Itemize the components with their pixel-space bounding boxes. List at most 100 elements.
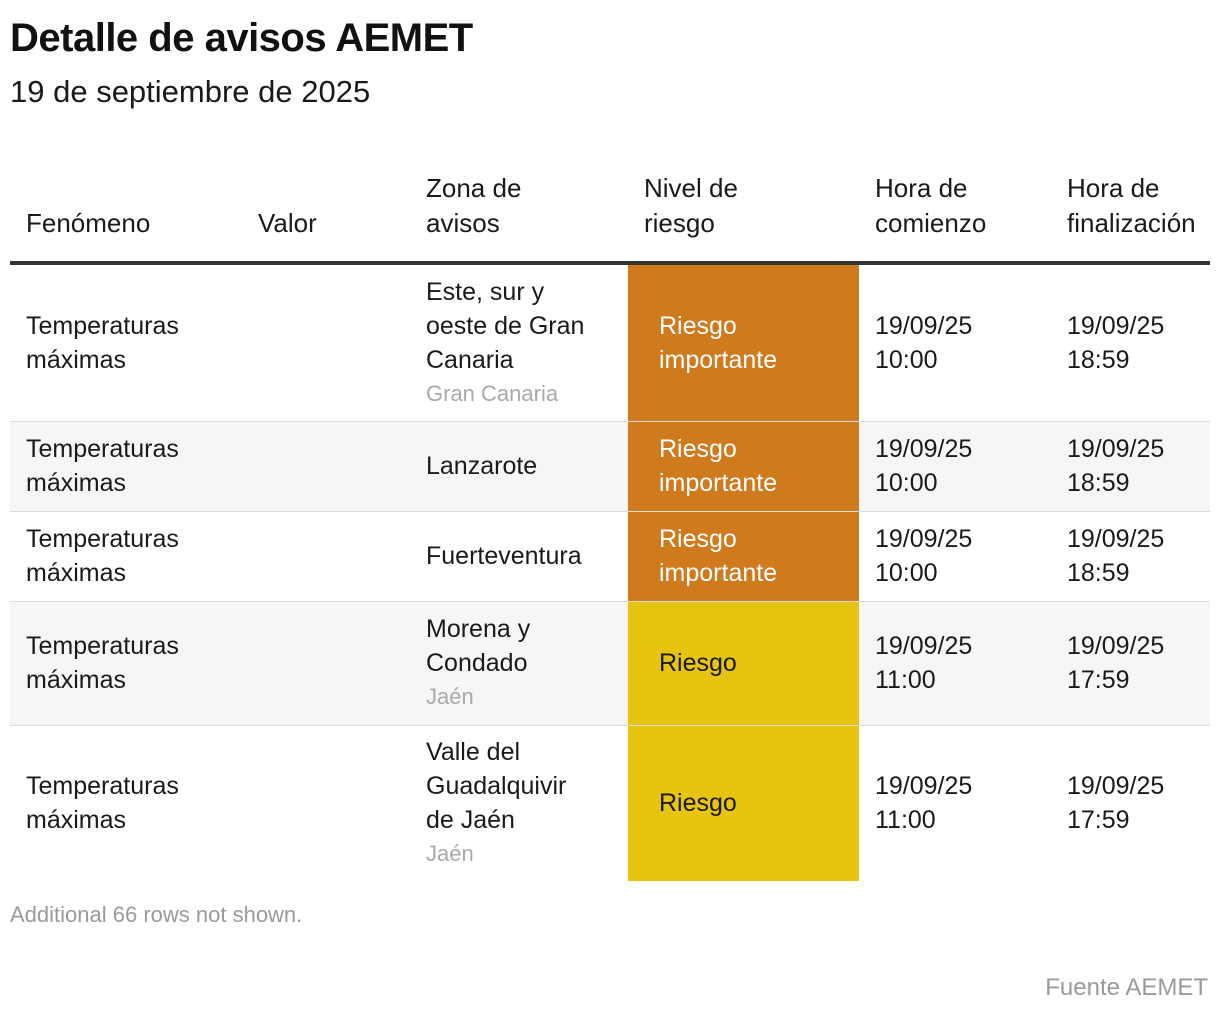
cell-line: 18:59: [1067, 345, 1130, 374]
table-row: Temperaturas máximas Este, sur y oeste de G…: [10, 263, 1210, 421]
cell-line: 10:00: [875, 469, 938, 497]
cell-comienzo: 19/09/25 10:00: [859, 511, 1051, 601]
cell-line: máximas: [26, 806, 127, 835]
cell-line: Temperaturas: [26, 632, 179, 660]
cell-line: 19/09/25: [875, 311, 973, 340]
cell-line: Riesgo: [659, 525, 737, 553]
page-subtitle: 19 de septiembre de 2025: [10, 74, 371, 109]
cell-line: Guadalquivir: [426, 772, 567, 801]
cell-line: máximas: [26, 559, 127, 587]
cell-line: 11:00: [875, 806, 936, 835]
cell-valor: [242, 725, 410, 881]
cell-line: 10:00: [875, 345, 938, 374]
cell-fenomeno: Temperaturas máximas: [10, 511, 242, 601]
column-header-line: avisos: [426, 208, 500, 238]
table-row: Temperaturas máximas Fuerteventura Riesgo im…: [10, 511, 1210, 601]
cell-line: Riesgo: [659, 311, 737, 340]
cell-line: Este, sur y: [426, 277, 545, 306]
cell-line: importante: [659, 345, 778, 374]
cell-valor: [242, 263, 410, 421]
cell-line: Lanzarote: [426, 452, 538, 480]
cell-line: Temperaturas: [26, 525, 179, 553]
source-credit: Fuente AEMET: [1045, 974, 1208, 1001]
cell-line: oeste de Gran: [426, 311, 585, 340]
cell-line: 17:59: [1067, 666, 1130, 694]
cell-comienzo: 19/09/25 11:00: [859, 601, 1051, 725]
cell-line: Temperaturas: [26, 311, 179, 340]
cell-zona: Este, sur y oeste de Gran Canaria Gran Cana…: [410, 263, 628, 421]
cell-line: importante: [659, 559, 778, 587]
cell-comienzo: 19/09/25 11:00: [859, 725, 1051, 881]
cell-fenomeno: Temperaturas máximas: [10, 421, 242, 511]
cell-fin: 19/09/25 18:59: [1051, 263, 1210, 421]
cell-line: 19/09/25: [1067, 435, 1165, 463]
zone-region: Jaén: [426, 841, 474, 867]
page-title: Detalle de avisos AEMET: [10, 16, 473, 60]
column-header-line: Valor: [258, 208, 317, 238]
cell-fin: 19/09/25 18:59: [1051, 421, 1210, 511]
cell-line: Canaria: [426, 345, 514, 374]
cell-line: 19/09/25: [1067, 632, 1165, 660]
cell-line: Fuerteventura: [426, 542, 582, 570]
cell-line: 17:59: [1067, 806, 1130, 835]
cell-line: Morena y: [426, 615, 531, 643]
table-row: Temperaturas máximas Morena y Condado Jaén Ri…: [10, 601, 1210, 725]
cell-line: 19/09/25: [1067, 525, 1165, 553]
column-header-line: Zona de: [426, 173, 522, 203]
cell-line: 19/09/25: [875, 772, 973, 801]
cell-line: Condado: [426, 649, 528, 677]
cell-zona: Valle del Guadalquivir de Jaén Jaén: [410, 725, 628, 881]
cell-line: Temperaturas: [26, 772, 179, 801]
column-header-comienzo: Hora de comienzo: [859, 165, 1051, 263]
cell-fin: 19/09/25 17:59: [1051, 725, 1210, 881]
rows-not-shown-note: Additional 66 rows not shown.: [10, 902, 303, 927]
cell-zona: Fuerteventura: [410, 511, 628, 601]
cell-fin: 19/09/25 18:59: [1051, 511, 1210, 601]
cell-line: 18:59: [1067, 559, 1130, 587]
column-header-line: [26, 171, 242, 206]
cell-zona: Lanzarote: [410, 421, 628, 511]
column-header-line: Fenómeno: [26, 208, 151, 238]
cell-line: 19/09/25: [1067, 772, 1165, 801]
cell-valor: [242, 601, 410, 725]
cell-zona: Morena y Condado Jaén: [410, 601, 628, 725]
cell-valor: [242, 421, 410, 511]
column-header-nivel: Nivel de riesgo: [628, 165, 859, 263]
cell-line: 19/09/25: [875, 525, 973, 553]
cell-line: 19/09/25: [875, 435, 973, 463]
risk-level-cell: Riesgo importante: [628, 511, 859, 601]
cell-comienzo: 19/09/25 10:00: [859, 263, 1051, 421]
column-header-line: comienzo: [875, 208, 987, 238]
cell-line: Riesgo: [659, 435, 737, 463]
risk-level-cell: Riesgo importante: [628, 421, 859, 511]
column-header-fenomeno: Fenómeno: [10, 165, 242, 263]
warnings-table: Fenómeno Valor Zona de avisos Nivel de riesg…: [10, 165, 1210, 881]
cell-comienzo: 19/09/25 10:00: [859, 421, 1051, 511]
cell-line: máximas: [26, 345, 127, 374]
risk-level-cell: Riesgo importante: [628, 263, 859, 421]
cell-fenomeno: Temperaturas máximas: [10, 725, 242, 881]
zone-region: Jaén: [426, 684, 474, 709]
column-header-line: Hora de: [1067, 173, 1160, 203]
cell-line: Temperaturas: [26, 435, 179, 463]
cell-line: máximas: [26, 666, 127, 694]
zone-region: Gran Canaria: [426, 380, 559, 406]
cell-fenomeno: Temperaturas máximas: [10, 601, 242, 725]
column-header-line: finalización: [1067, 208, 1196, 238]
column-header-line: Nivel de: [644, 173, 738, 203]
column-header-fin: Hora de finalización: [1051, 165, 1210, 263]
risk-level-cell: Riesgo: [628, 601, 859, 725]
cell-line: 19/09/25: [1067, 311, 1165, 340]
cell-line: máximas: [26, 469, 127, 497]
column-header-line: Hora de: [875, 173, 968, 203]
cell-line: Valle del: [426, 738, 521, 767]
table-row: Temperaturas máximas Lanzarote Riesgo import…: [10, 421, 1210, 511]
table-body: Temperaturas máximas Este, sur y oeste de G…: [10, 263, 1210, 881]
table-header-row: Fenómeno Valor Zona de avisos Nivel de riesg…: [10, 165, 1210, 263]
column-header-line: [258, 171, 410, 206]
cell-fenomeno: Temperaturas máximas: [10, 263, 242, 421]
cell-line: importante: [659, 469, 778, 497]
risk-level-cell: Riesgo: [628, 725, 859, 881]
cell-valor: [242, 511, 410, 601]
cell-line: 10:00: [875, 559, 938, 587]
